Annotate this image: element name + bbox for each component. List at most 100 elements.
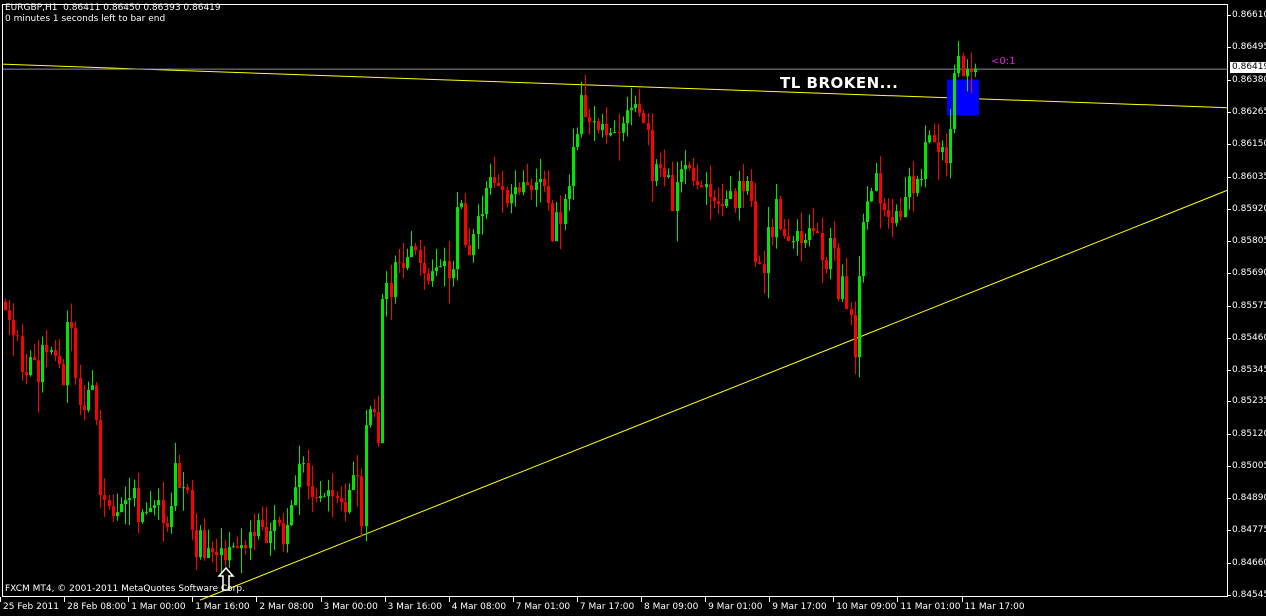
candle-body <box>584 95 587 118</box>
candle-body <box>45 345 48 353</box>
candle-body <box>398 262 401 264</box>
candle-body <box>410 246 413 258</box>
candle-body <box>593 121 596 123</box>
candle-body <box>957 56 960 74</box>
order-tag[interactable]: <0:1 <box>991 56 1016 67</box>
candle-body <box>816 231 819 233</box>
candle-body <box>54 350 57 357</box>
price-tick-label: 0.84890 <box>1227 493 1266 503</box>
candle-body <box>792 241 795 243</box>
candle-body <box>103 495 106 501</box>
candle-body <box>298 464 301 488</box>
candle-body <box>336 496 339 499</box>
candle-body <box>50 350 53 353</box>
candle-body <box>489 177 492 189</box>
candle-body <box>601 123 604 131</box>
candle-body <box>228 547 231 561</box>
candle-body <box>895 211 898 224</box>
candle-body <box>21 336 24 373</box>
candle-body <box>588 117 591 123</box>
candle-body <box>551 203 554 242</box>
candle-body <box>273 520 276 532</box>
price-tick-label: 0.86380 <box>1227 75 1266 85</box>
candle-body <box>771 227 774 238</box>
candle-body <box>854 315 857 358</box>
time-tick-label: 7 Mar 01:00 <box>512 597 571 612</box>
time-tick-label: 7 Mar 17:00 <box>576 597 635 612</box>
candle-body <box>452 269 455 279</box>
candle-body <box>182 487 185 489</box>
candle-body <box>758 262 761 265</box>
candle-body <box>535 182 538 190</box>
candle-body <box>166 523 169 528</box>
candle-body <box>821 232 824 261</box>
candle-body <box>750 181 753 202</box>
candle-body <box>41 345 44 383</box>
candle-body <box>344 502 347 513</box>
candle-body <box>257 520 260 537</box>
candle-body <box>642 113 645 124</box>
candle-body <box>269 531 272 544</box>
candle-body <box>568 186 571 199</box>
price-tick-label: 0.84545 <box>1227 590 1266 600</box>
candle-body <box>8 310 11 321</box>
candle-body <box>684 165 687 170</box>
candle-body <box>116 512 119 517</box>
candle-body <box>128 498 131 501</box>
candle-body <box>195 530 198 558</box>
candle-body <box>431 271 434 282</box>
candle-body <box>74 328 77 379</box>
candle-body <box>87 390 90 411</box>
chart-frame <box>2 4 1228 597</box>
time-tick-label: 8 Mar 09:00 <box>640 597 699 612</box>
candle-body <box>887 210 890 218</box>
candle-body <box>236 546 239 549</box>
candle-body <box>29 357 32 376</box>
candle-body <box>924 142 927 180</box>
candle-body <box>352 475 355 490</box>
price-tick-label: 0.85120 <box>1227 429 1266 439</box>
candle-body <box>543 179 546 187</box>
candle-body <box>207 548 210 558</box>
candle-body <box>622 123 625 133</box>
candle-body <box>825 260 828 270</box>
candle-body <box>742 181 745 192</box>
candle-body <box>249 532 252 549</box>
trendline-resistance <box>1 63 1229 109</box>
candle-body <box>572 147 575 187</box>
price-tick-label: 0.86035 <box>1227 172 1266 182</box>
candle-body <box>580 95 583 135</box>
candle-body <box>564 198 567 224</box>
candle-body <box>402 263 405 269</box>
candle-body <box>120 504 123 513</box>
candle-body <box>369 409 372 426</box>
candle-body <box>875 173 878 192</box>
time-tick-label: 10 Mar 09:00 <box>833 597 897 612</box>
candle-body <box>365 425 368 527</box>
candle-body <box>883 203 886 211</box>
candle-body <box>667 175 670 178</box>
price-tick-label: 0.85345 <box>1227 365 1266 375</box>
candle-body <box>373 409 376 413</box>
candle-body <box>862 222 865 277</box>
bid-price-label: 0.86419 <box>1230 62 1266 73</box>
breakout-highlight-box <box>947 79 979 116</box>
candle-body <box>651 130 654 182</box>
tl-broken-annotation[interactable]: TL BROKEN... <box>780 74 899 92</box>
price-tick-label: 0.85460 <box>1227 333 1266 343</box>
candle-body <box>224 548 227 561</box>
candle-body <box>319 496 322 499</box>
candle-body <box>547 186 550 204</box>
candle-body <box>385 282 388 299</box>
candle-body <box>945 147 948 164</box>
candle-body <box>162 500 165 524</box>
candle-body <box>62 364 65 386</box>
candle-body <box>215 552 218 556</box>
candle-body <box>240 545 243 549</box>
candle-body <box>290 505 293 526</box>
price-tick-label: 0.84660 <box>1227 558 1266 568</box>
candle-body <box>481 214 484 217</box>
candle-body <box>253 532 256 537</box>
candle-body <box>203 530 206 558</box>
